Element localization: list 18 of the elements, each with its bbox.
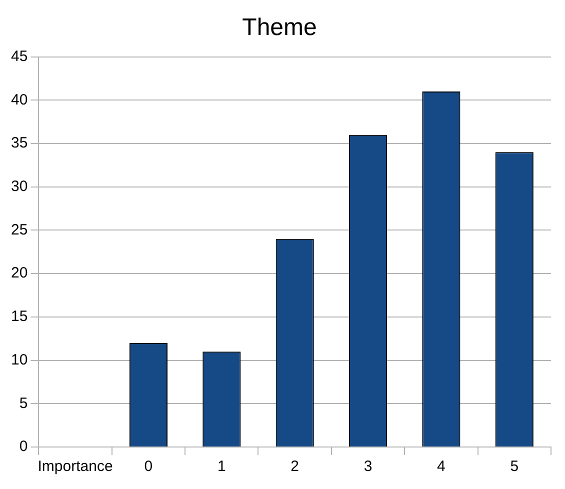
x-tick-label: 1: [217, 458, 226, 476]
y-tick-label: 10: [10, 351, 28, 368]
x-tick-label: 2: [290, 458, 300, 476]
y-tick-label: 35: [10, 134, 28, 152]
x-tick-label: Importance: [38, 458, 113, 476]
y-tick-label: 0: [19, 438, 28, 456]
x-tick-label: 4: [437, 458, 446, 476]
x-tick-label: 3: [364, 458, 372, 476]
y-tick-label: 45: [10, 48, 28, 65]
x-tick-label: 0: [144, 458, 153, 476]
y-tick-label: 40: [10, 91, 28, 108]
y-tick-label: 25: [10, 221, 28, 238]
y-tick-label: 15: [10, 308, 28, 326]
x-tick-label: 5: [510, 458, 519, 476]
y-tick-label: 20: [10, 264, 28, 282]
y-tick-label: 30: [10, 178, 28, 196]
y-tick-label: 5: [19, 394, 28, 412]
chart-title: Theme: [242, 14, 317, 42]
